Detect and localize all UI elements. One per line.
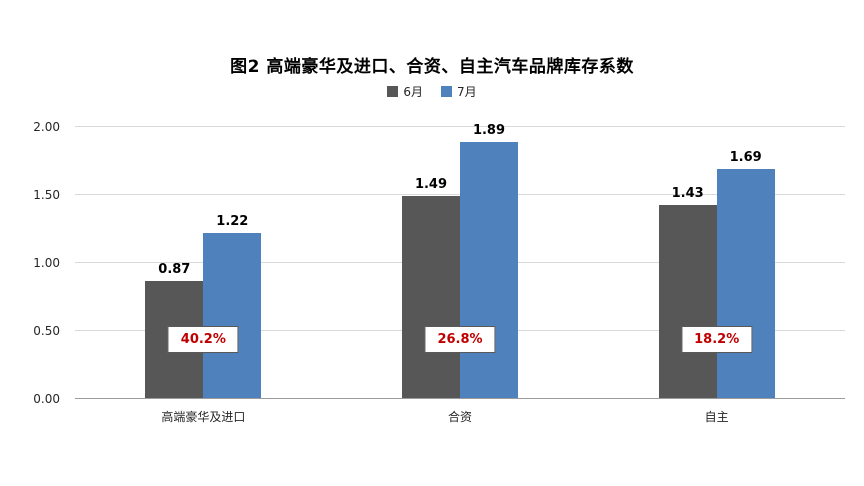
bar-series-7月 bbox=[716, 169, 775, 399]
bar-group: 1.43 1.69 18.2% 自主 bbox=[588, 127, 845, 424]
x-axis-label: 高端豪华及进口 bbox=[161, 410, 246, 424]
chart-title: 图2 高端豪华及进口、合资、自主汽车品牌库存系数 bbox=[230, 57, 634, 77]
legend-item-july: 7月 bbox=[441, 83, 477, 100]
y-tick-label: 1.50 bbox=[33, 188, 60, 202]
bar-series-7月 bbox=[460, 141, 518, 399]
bar-group: 1.49 1.89 26.8% 合资 bbox=[332, 123, 589, 424]
legend-item-june: 6月 bbox=[387, 83, 423, 100]
growth-badge: 26.8% bbox=[424, 326, 496, 353]
bar-series-6月 bbox=[658, 204, 717, 399]
y-tick-label: 2.00 bbox=[33, 120, 60, 134]
x-axis-label: 合资 bbox=[447, 410, 473, 424]
gridline bbox=[75, 126, 845, 127]
value-label: 1.43 bbox=[671, 185, 704, 201]
legend: 6月 7月 bbox=[0, 83, 864, 100]
x-axis-line bbox=[75, 398, 845, 399]
legend-label-june: 6月 bbox=[403, 85, 423, 99]
y-axis: 0.00 0.50 1.00 1.50 2.00 bbox=[0, 120, 66, 406]
value-label: 1.69 bbox=[729, 150, 762, 166]
value-label: 1.89 bbox=[472, 122, 506, 138]
growth-badge: 40.2% bbox=[167, 326, 239, 353]
y-tick-label: 1.00 bbox=[33, 256, 60, 270]
legend-swatch-june bbox=[387, 86, 399, 97]
bar-series-6月 bbox=[402, 196, 460, 399]
growth-badge: 18.2% bbox=[681, 326, 753, 353]
bar-series-7月 bbox=[203, 233, 262, 399]
legend-label-july: 7月 bbox=[457, 85, 477, 99]
bar-groups: 0.87 1.22 40.2% 高端豪华及进口 1.49 1.89 26.8% 合资 1.43 1… bbox=[75, 123, 845, 424]
value-label: 1.22 bbox=[216, 214, 249, 230]
x-axis-label: 自主 bbox=[704, 410, 729, 424]
y-tick-label: 0.00 bbox=[33, 392, 60, 406]
value-label: 0.87 bbox=[158, 261, 191, 277]
value-label: 1.49 bbox=[414, 177, 448, 193]
y-tick-label: 0.50 bbox=[33, 324, 60, 338]
bar-group: 0.87 1.22 40.2% 高端豪华及进口 bbox=[75, 127, 332, 424]
legend-swatch-july bbox=[441, 86, 452, 97]
